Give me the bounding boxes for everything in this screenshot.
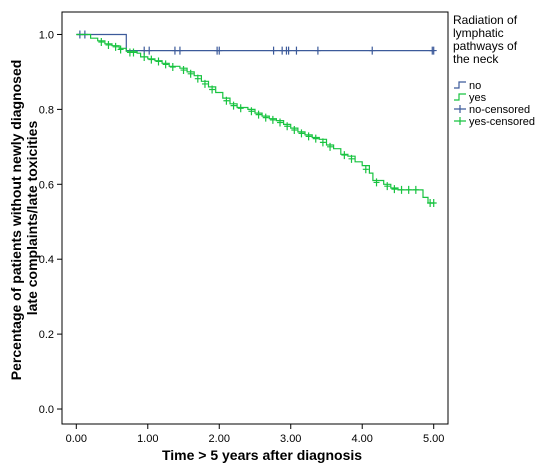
censor-mark-yes [373,178,380,187]
censor-mark-yes [327,142,334,151]
y-tick-label: 0.0 [39,404,54,416]
series-line-yes [76,33,434,204]
plot-area [76,30,437,208]
y-axis: 0.0 0.2 0.4 0.6 0.8 1.0 [39,29,62,416]
y-axis-title: Percentage of patients without newly dia… [8,56,40,380]
censor-mark-yes [362,165,369,174]
censor-mark-no [270,46,277,55]
censor-mark-yes [169,63,176,72]
censor-mark-yes [187,69,194,78]
censor-mark-yes [105,40,112,49]
censor-mark-yes [384,182,391,191]
censor-mark-yes [148,55,155,64]
censor-mark-yes [305,132,312,141]
legend-title-line: pathways of [453,39,518,53]
censor-mark-no [293,46,300,55]
x-tick-label: 1.00 [137,433,158,445]
censor-mark-yes [237,104,244,113]
legend-swatch-yes [454,93,466,101]
censor-mark-yes [391,185,398,194]
x-tick-label: 2.00 [209,433,230,445]
y-tick-label: 0.8 [39,104,54,116]
censor-mark-yes [319,138,326,147]
censor-mark-yes [180,66,187,75]
x-tick-label: 3.00 [280,433,301,445]
censor-mark-no [369,46,376,55]
censor-mark-no [285,46,292,55]
censor-mark-yes [248,107,255,116]
censor-mark-yes [162,60,169,69]
censor-mark-yes [209,85,216,94]
legend-title-line: lymphatic [453,26,504,40]
censor-mark-yes [112,42,119,51]
censor-mark-yes [130,48,137,57]
censor-mark-yes [277,118,284,127]
plot-frame [61,11,449,425]
censor-mark-no [146,46,153,55]
censor-mark-no [216,46,223,55]
legend-title-line: Radiation of [453,13,518,27]
censor-mark-yes [194,74,201,83]
y-tick-label: 1.0 [39,29,54,41]
legend-label: no-censored [469,104,530,116]
y-axis-title-line-2: late complaints/late toxicities [24,121,40,316]
censor-mark-yes [291,125,298,134]
y-tick-label: 0.4 [39,254,54,266]
x-tick-label: 4.00 [352,433,373,445]
legend-censor-swatch-yes [454,117,466,125]
censor-mark-yes [255,110,262,119]
censor-mark-yes [223,96,230,105]
censor-mark-yes [262,113,269,122]
censor-mark-no [430,46,437,55]
censor-mark-yes [269,115,276,124]
censor-mark-yes [141,52,148,61]
x-tick-label: 5.00 [423,433,444,445]
legend-censor-swatch-no [454,105,466,113]
y-tick-label: 0.2 [39,329,54,341]
y-tick-label: 0.6 [39,179,54,191]
censor-mark-yes [155,57,162,66]
censor-mark-yes [348,154,355,163]
legend-label: yes [469,92,487,104]
censor-mark-no [171,46,178,55]
censor-mark-yes [284,122,291,131]
censor-mark-no [314,46,321,55]
censor-mark-yes [312,134,319,143]
censor-mark-yes [117,45,124,54]
censor-mark-no [176,46,183,55]
censor-mark-yes [405,185,412,194]
censor-mark-yes [98,37,105,46]
censor-mark-yes [412,185,419,194]
censor-mark-yes [230,101,237,110]
legend-label: no [469,80,481,92]
censor-mark-yes [298,129,305,138]
legend-swatch-no [454,81,466,89]
legend-label: yes-censored [469,116,535,128]
censor-mark-yes [398,185,405,194]
censor-mark-yes [341,151,348,160]
y-axis-title-line-1: Percentage of patients without newly dia… [8,60,24,381]
x-axis-title: Time > 5 years after diagnosis [162,447,362,463]
censor-mark-yes [201,79,208,88]
x-axis: 0.00 1.00 2.00 3.00 4.00 5.00 [66,424,444,445]
censor-mark-yes [430,199,437,208]
x-tick-label: 0.00 [66,433,87,445]
legend-title-line: the neck [453,52,499,66]
